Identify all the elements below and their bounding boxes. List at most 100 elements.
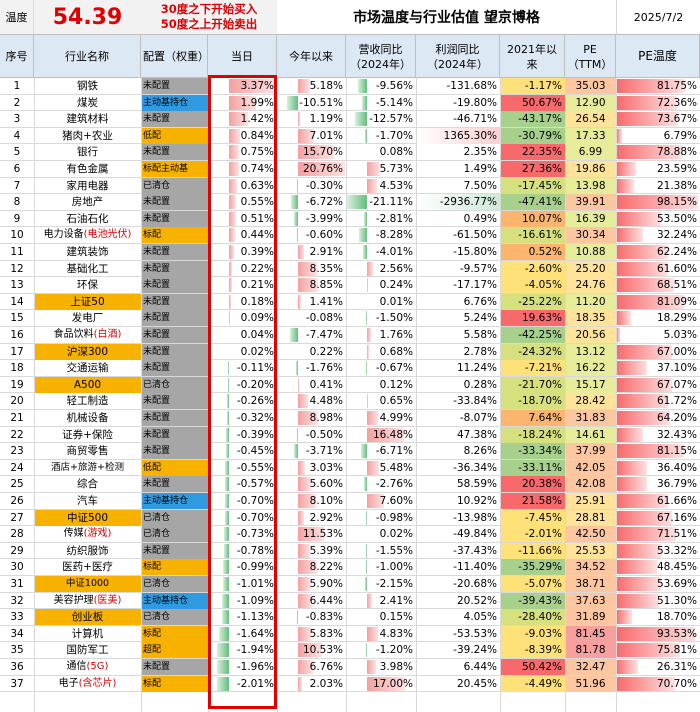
pe-ttm: 25.91	[565, 493, 616, 509]
pe-temp-bar	[616, 543, 661, 558]
day-bar	[228, 261, 232, 276]
industry-name: 证券+保险	[34, 427, 141, 443]
day-value: 0.55%	[240, 196, 274, 209]
pe-temp: 18.29%	[616, 310, 700, 326]
industry-name-text: A500	[73, 378, 102, 391]
day-value: -1.94%	[236, 644, 274, 657]
day-value: 0.51%	[240, 212, 274, 225]
since-2021: -24.32%	[500, 343, 565, 360]
rule-cell: 30度之下开始买入 50度之上开始卖出	[141, 0, 277, 34]
day-bar	[228, 79, 276, 93]
day-bar	[228, 145, 240, 160]
table-row: 36 通信(5G) 未配置 -1.96% 6.76% 3.98% 6.44% 50.42% 32…	[0, 659, 700, 676]
industry-name-note: (游戏)	[83, 528, 112, 540]
ytd-bar	[297, 577, 312, 591]
profit-yoy: -13.98%	[453, 511, 497, 524]
date: 2025/7/2	[633, 10, 684, 24]
rev-value: -5.14%	[375, 96, 413, 109]
cell-day: -0.26%	[208, 393, 277, 409]
cell-rev: 5.48%	[346, 460, 416, 476]
pe-ttm: 12.90	[565, 94, 616, 111]
industry-name-text: 医药+医疗	[62, 561, 113, 574]
pe-temp-value: 62.24%	[656, 246, 697, 258]
profit-yoy: -17.17%	[453, 279, 497, 292]
profit-yoy: 6.44%	[463, 661, 497, 673]
cell-rev: -1.50%	[346, 310, 416, 326]
cell-day: -0.39%	[208, 427, 277, 443]
ytd-value: 8.35%	[309, 262, 343, 275]
allocation-badge: 未配置	[141, 410, 208, 426]
cell-ytd: -0.83%	[277, 609, 346, 625]
pe-temp-bar	[616, 344, 673, 359]
cell-day: -0.57%	[208, 476, 277, 492]
row-index: 7	[13, 179, 21, 192]
industry-name: 电力设备(电池光伏)	[34, 227, 141, 243]
pe-temp-bar	[616, 211, 661, 226]
since-2021: 50.42%	[500, 659, 565, 675]
pe-temp: 81.09%	[616, 294, 700, 310]
pe-temp-value: 5.03%	[663, 329, 697, 341]
row-index: 36	[10, 661, 24, 673]
industry-name: 通信(5G)	[34, 659, 141, 675]
pe-ttm: 18.35	[565, 310, 616, 327]
day-value: -1.01%	[236, 578, 274, 590]
rev-value: -12.57%	[369, 113, 413, 126]
industry-name-text: 房地产	[71, 196, 104, 209]
cell-rev: 0.68%	[346, 344, 416, 360]
since-2021: 21.58%	[500, 493, 565, 509]
ytd-value: 5.83%	[309, 627, 343, 640]
rev-bar	[367, 626, 378, 641]
rev-value: 0.01%	[379, 295, 413, 308]
date-cell: 2025/7/2	[616, 0, 700, 34]
profit-yoy: 20.52%	[456, 594, 497, 607]
allocation-badge: 标配主动基	[141, 161, 208, 177]
day-bar	[228, 178, 238, 193]
table-row: 3 建筑材料 未配置 1.42% 1.19% -12.57% -46.71% -43.17% 2…	[0, 111, 700, 128]
pe-temp: 6.79%	[616, 128, 700, 144]
temp-label: 温度	[5, 11, 28, 24]
allocation-badge: 未配置	[141, 327, 208, 343]
pe-temp-bar	[616, 427, 644, 442]
allocation-badge: 低配	[141, 127, 208, 144]
row-index: 22	[10, 428, 24, 441]
pe-temp-value: 36.40%	[656, 461, 697, 474]
pe-temp-value: 93.53%	[656, 627, 697, 640]
ytd-value: -3.71%	[305, 445, 343, 458]
pe-temp-bar	[616, 278, 674, 293]
day-bar	[217, 660, 229, 674]
table-row: 4 猪肉+农业 低配 0.84% 7.01% -1.70% 1365.30% -30.79% 1…	[0, 127, 700, 145]
day-bar	[228, 311, 230, 326]
cell-day: -0.73%	[208, 526, 277, 542]
rev-bar	[360, 444, 367, 459]
rev-bar	[367, 494, 384, 508]
pe-ttm: 31.83	[565, 410, 616, 426]
since-2021: -16.61%	[500, 227, 565, 244]
allocation-badge: 未配置	[141, 476, 208, 493]
cell-rev: -1.70%	[346, 128, 416, 144]
pe-ttm: 42.08	[565, 476, 616, 493]
rev-value: -0.67%	[375, 362, 413, 375]
industry-name: 交通运输	[34, 360, 141, 376]
ytd-value: -0.08%	[305, 312, 343, 325]
since-2021: -30.79%	[500, 127, 565, 144]
row-index: 37	[10, 677, 24, 690]
since-2021: -1.17%	[500, 78, 565, 94]
pe-temp: 61.72%	[616, 393, 700, 409]
since-2021: -7.45%	[500, 509, 565, 526]
pe-temp-value: 75.81%	[656, 644, 697, 657]
ytd-value: -1.76%	[305, 362, 343, 375]
pe-ttm: 28.81	[565, 509, 616, 526]
profit-yoy: 2.35%	[463, 146, 497, 159]
day-value: 1.42%	[240, 113, 274, 126]
pe-ttm: 20.56	[565, 327, 616, 343]
table-row: 25 综合 未配置 -0.57% 5.60% -2.76% 58.59% 20.38% 42.0…	[0, 476, 700, 493]
industry-name-text: 证券+保险	[62, 428, 113, 441]
industry-name-text: 美容护理	[53, 594, 94, 606]
header-col-profit-yoy: 利润同比（2024年）	[416, 35, 500, 78]
allocation-badge: 未配置	[141, 194, 208, 211]
pe-temp: 61.60%	[616, 261, 700, 277]
cell-day: -0.99%	[208, 559, 277, 575]
ytd-value: -0.50%	[305, 428, 343, 441]
pe-ttm: 42.05	[565, 459, 616, 476]
industry-name: 计算机	[34, 626, 141, 642]
